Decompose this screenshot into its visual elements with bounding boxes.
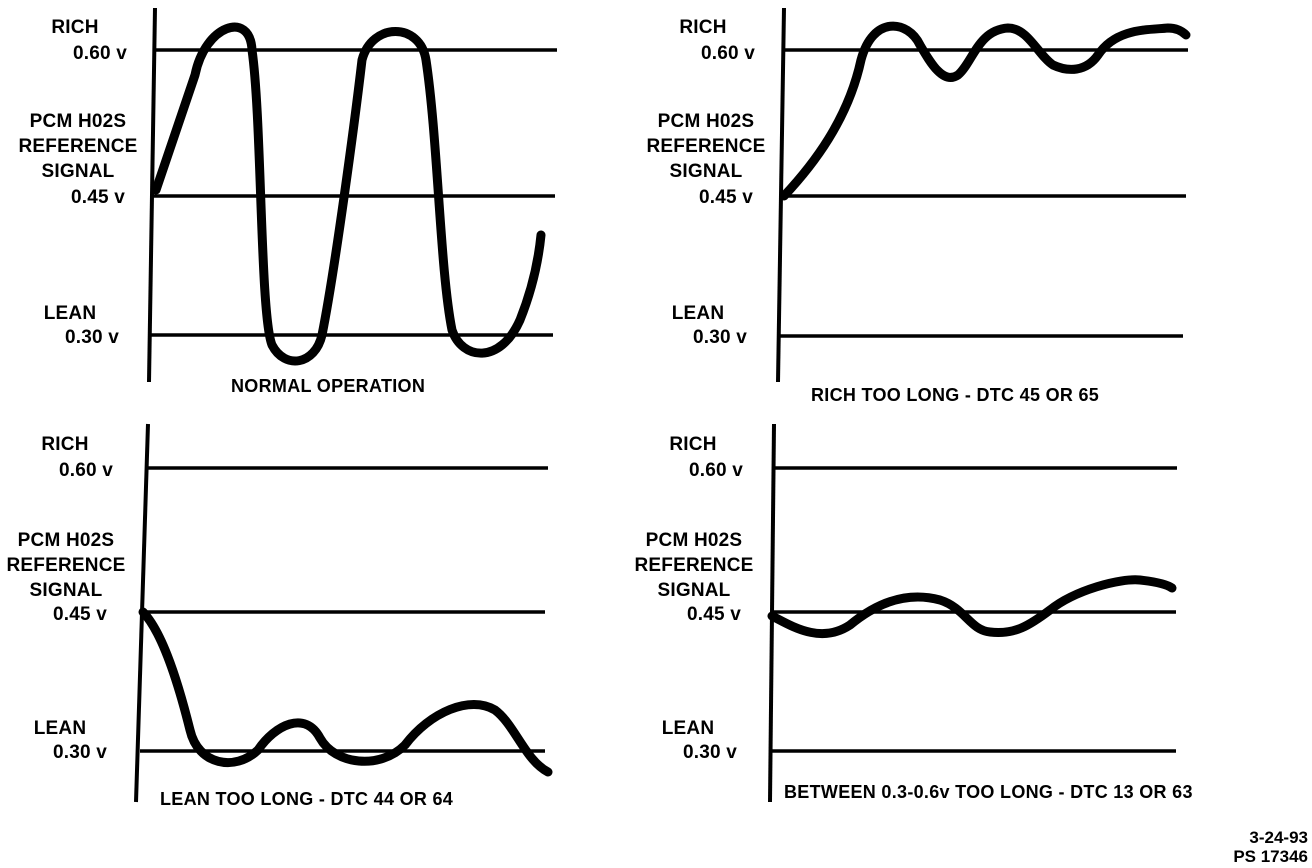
reference-signal-label-line3: SIGNAL — [41, 161, 115, 182]
rich-voltage-label: 0.60 v — [58, 460, 114, 481]
rich-voltage-label: 0.60 v — [688, 460, 744, 481]
reference-voltage-label: 0.45 v — [70, 187, 126, 208]
between-too-long-caption: BETWEEN 0.3-0.6v TOO LONG - DTC 13 OR 63 — [784, 782, 1193, 802]
lean-too-long-caption: LEAN TOO LONG - DTC 44 OR 64 — [160, 789, 454, 809]
between-too-long-graph — [767, 423, 1177, 803]
reference-signal-label-line1: PCM H02S — [29, 111, 127, 132]
lean-label: LEAN — [43, 303, 97, 324]
reference-signal-label-line3: SIGNAL — [29, 580, 103, 601]
reference-signal-label-line3: SIGNAL — [657, 580, 731, 601]
normal-operation-caption: NORMAL OPERATION — [231, 376, 426, 396]
reference-signal-label-line1: PCM H02S — [657, 111, 755, 132]
reference-voltage-label: 0.45 v — [52, 604, 108, 625]
lean-label: LEAN — [671, 303, 725, 324]
reference-voltage-label: 0.45 v — [698, 187, 754, 208]
o2-sensor-waveform — [767, 575, 1177, 639]
rich-label: RICH — [41, 434, 89, 455]
rich-too-long-graph — [776, 7, 1191, 383]
reference-signal-label-line2: REFERENCE — [634, 555, 754, 576]
lean-voltage-label: 0.30 v — [692, 327, 748, 348]
panel-rich-too-long: RICH 0.60 v PCM H02S REFERENCE SIGNAL 0.… — [628, 0, 1284, 434]
figure-code: PS 17346 — [1233, 847, 1308, 866]
lean-too-long-graph — [134, 423, 553, 803]
reference-signal-label-line3: SIGNAL — [669, 161, 743, 182]
reference-signal-label-line2: REFERENCE — [18, 136, 138, 157]
lean-voltage-label: 0.30 v — [52, 742, 108, 763]
lean-voltage-label: 0.30 v — [64, 327, 120, 348]
o2-sensor-waveform — [138, 607, 553, 777]
normal-operation-graph — [147, 7, 557, 383]
rich-voltage-label: 0.60 v — [700, 43, 756, 64]
panel-lean-too-long: RICH 0.60 v PCM H02S REFERENCE SIGNAL 0.… — [0, 420, 656, 854]
o2-sensor-waveform — [151, 22, 546, 366]
rich-voltage-label: 0.60 v — [72, 43, 128, 64]
reference-signal-label-line2: REFERENCE — [6, 555, 126, 576]
lean-label: LEAN — [661, 718, 715, 739]
reference-signal-label-line1: PCM H02S — [645, 530, 743, 551]
reference-voltage-label: 0.45 v — [686, 604, 742, 625]
rich-label: RICH — [679, 17, 727, 38]
reference-signal-label-line2: REFERENCE — [646, 136, 766, 157]
panel-normal-operation: RICH 0.60 v PCM H02S REFERENCE SIGNAL 0.… — [0, 0, 656, 434]
reference-signal-label-line1: PCM H02S — [17, 530, 115, 551]
o2-sensor-waveform — [779, 21, 1191, 201]
lean-label: LEAN — [33, 718, 87, 739]
figure-date: 3-24-93 — [1249, 828, 1308, 847]
rich-too-long-caption: RICH TOO LONG - DTC 45 OR 65 — [811, 385, 1100, 405]
lean-voltage-label: 0.30 v — [682, 742, 738, 763]
rich-label: RICH — [669, 434, 717, 455]
rich-label: RICH — [51, 17, 99, 38]
panel-between-too-long: RICH 0.60 v PCM H02S REFERENCE SIGNAL 0.… — [620, 420, 1276, 854]
figure-id-block: 3-24-93 PS 17346 — [1233, 828, 1308, 866]
